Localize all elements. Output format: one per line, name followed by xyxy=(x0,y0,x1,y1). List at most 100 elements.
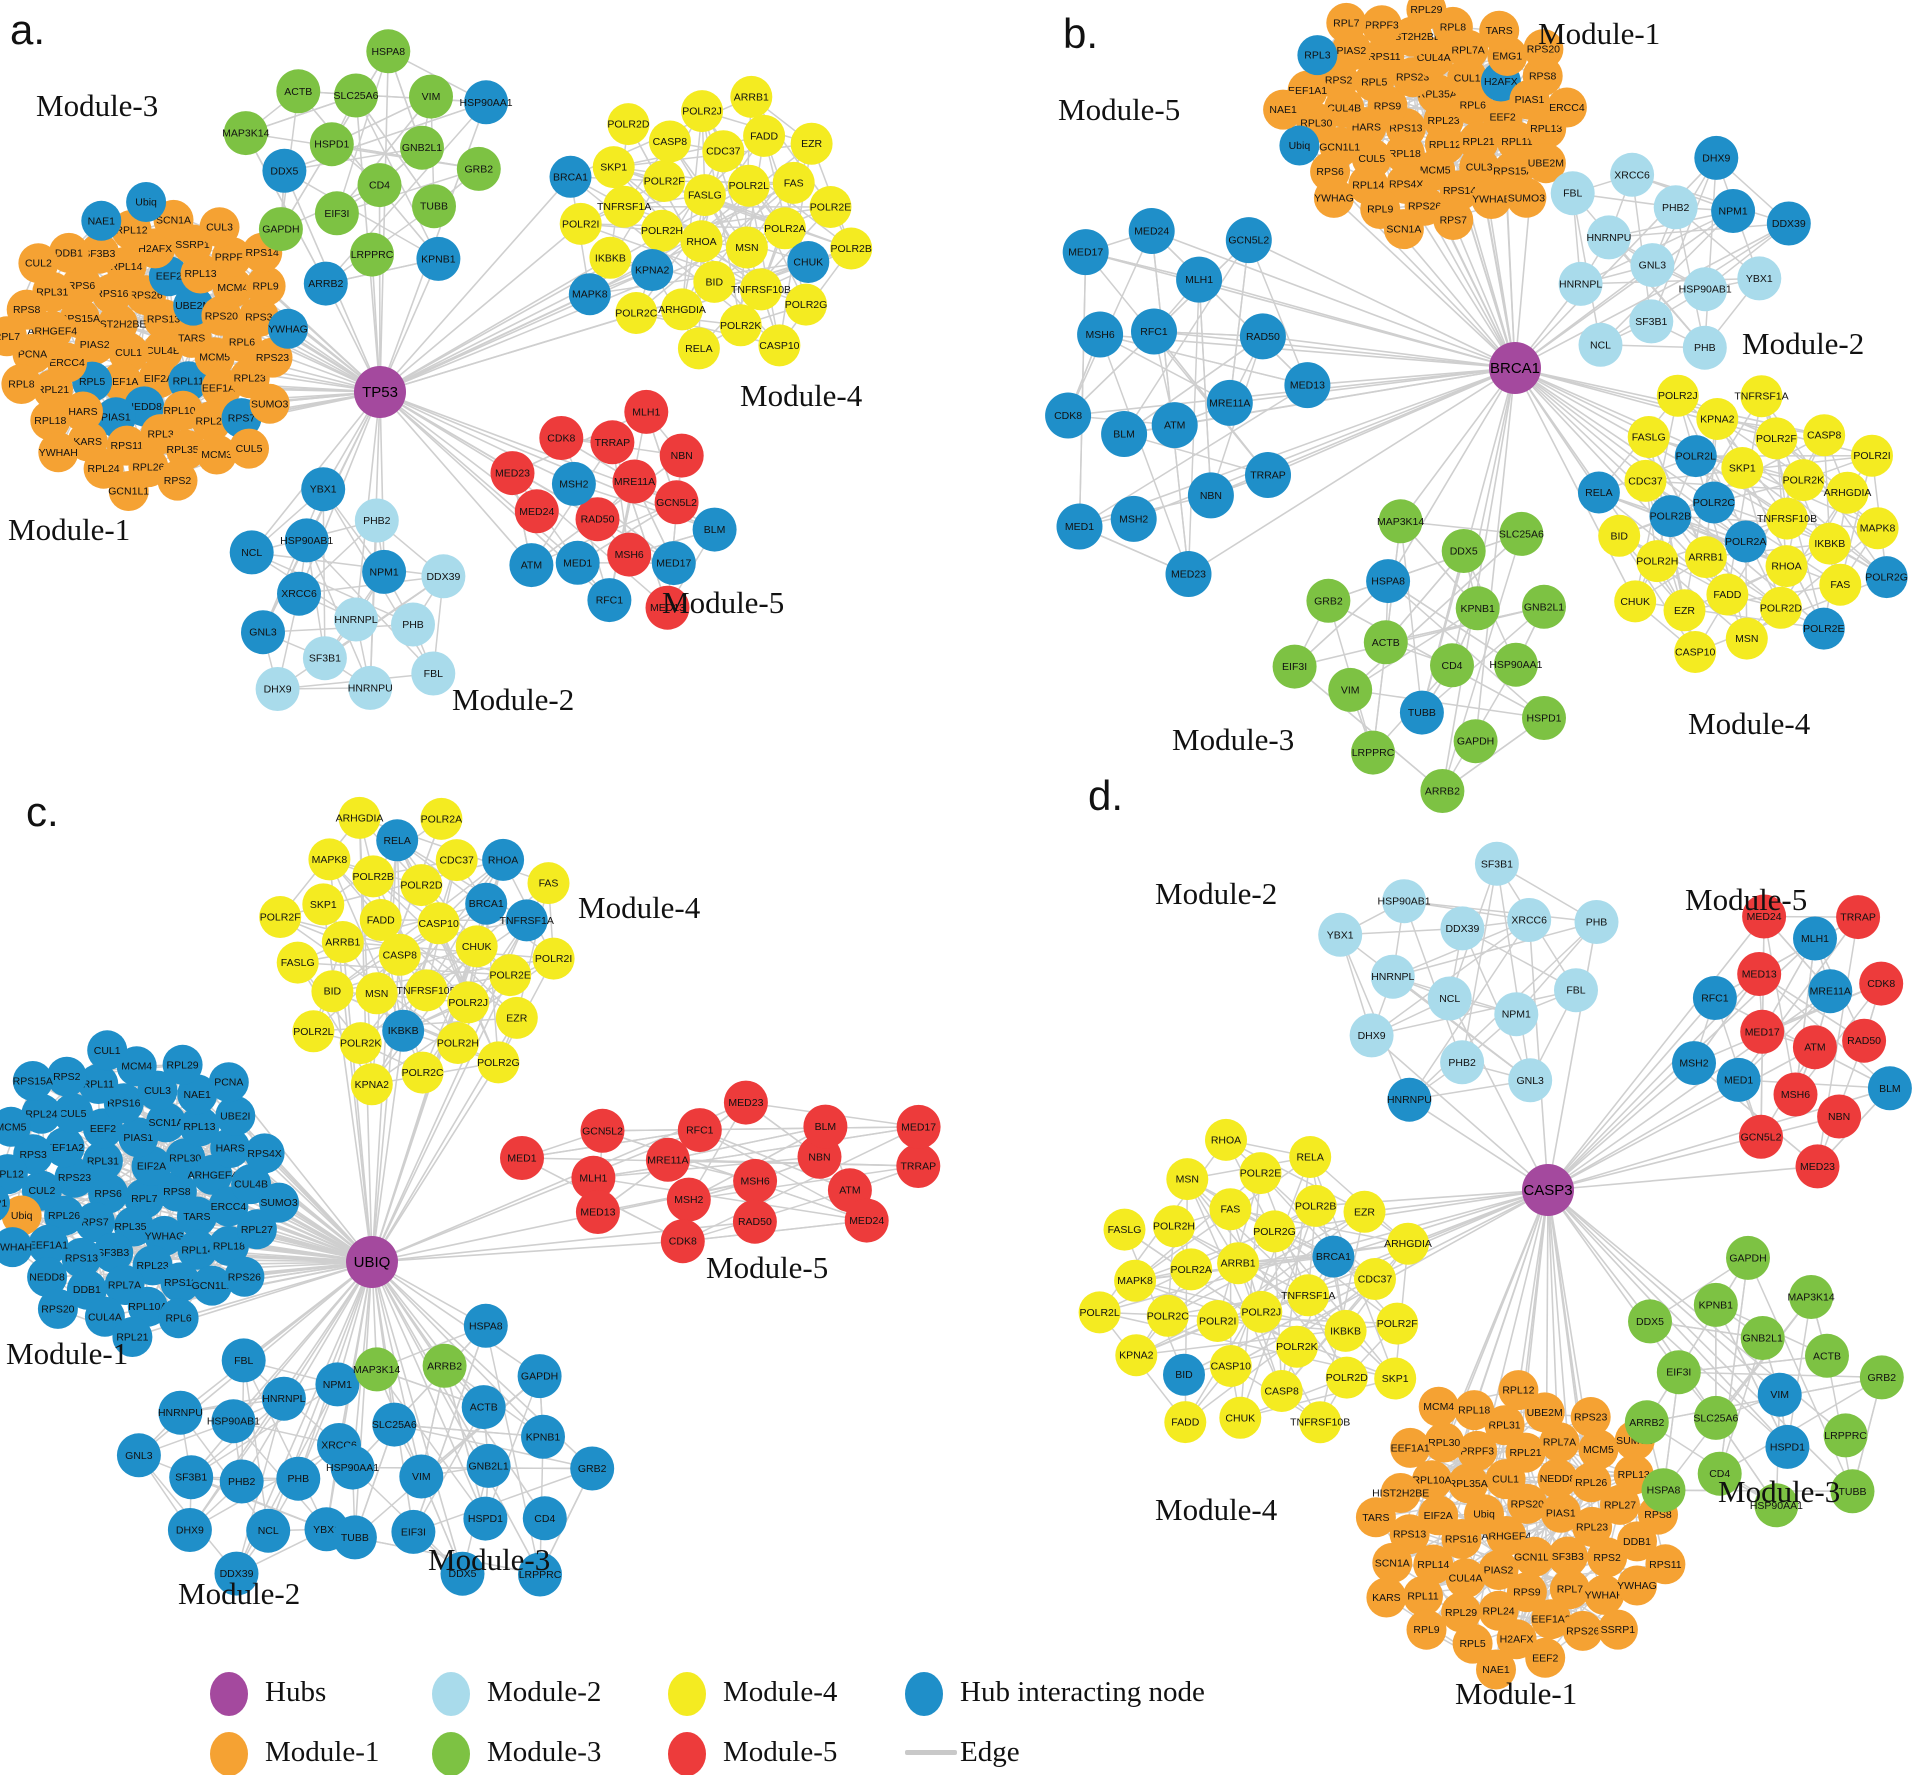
node-label: RPL8 xyxy=(1440,21,1466,33)
node-label: KPNA2 xyxy=(355,1079,390,1091)
node-label: Ubiq xyxy=(1473,1509,1495,1521)
node-label: UBE2M xyxy=(175,300,211,312)
node-label: NBN xyxy=(808,1151,830,1163)
node-label: RPL10A xyxy=(163,405,202,417)
node-label: MED17 xyxy=(1068,247,1103,259)
node-circle xyxy=(590,420,635,465)
network-node-SKP1: SKP1 xyxy=(1374,1357,1417,1400)
network-node-GCN5L2: GCN5L2 xyxy=(580,1108,625,1153)
node-circle xyxy=(1430,643,1474,688)
node-label: TARS xyxy=(1362,1512,1389,1524)
network-node-NCL: NCL xyxy=(1578,322,1623,367)
node-label: RAD50 xyxy=(581,514,615,526)
node-label: POLR2G xyxy=(477,1057,520,1069)
network-node-CD4: CD4 xyxy=(1430,643,1474,688)
node-circle xyxy=(727,164,770,207)
node-label: Ubiq xyxy=(11,1210,33,1222)
node-label: MAPK8 xyxy=(572,289,608,301)
node-label: RPS23 xyxy=(1396,72,1429,84)
node-label: RPL21 xyxy=(1463,136,1495,148)
node-label: RPL12 xyxy=(1429,139,1461,151)
node-label: GNL3 xyxy=(249,627,277,639)
node-circle xyxy=(1306,578,1351,623)
node-label: ARRB1 xyxy=(734,91,769,103)
network-node-BRCA1: BRCA1 xyxy=(465,882,508,925)
node-label: MCM4 xyxy=(217,282,248,294)
network-node-SKP1: SKP1 xyxy=(302,883,345,926)
node-label: TNFRSF1A xyxy=(597,201,651,213)
network-node-SF3B1: SF3B1 xyxy=(169,1455,214,1500)
node-label: TRRAP xyxy=(1250,470,1286,482)
node-circle xyxy=(1522,584,1566,629)
network-node-MAPK8: MAPK8 xyxy=(308,838,351,881)
node-label: YWHAG xyxy=(268,323,308,335)
node-label: HNRNPL xyxy=(262,1393,305,1405)
network-node-RHOA: RHOA xyxy=(680,220,723,263)
node-label: RPS13 xyxy=(1393,1529,1426,1541)
network-node-FADD: FADD xyxy=(1164,1401,1207,1444)
network-node-RPL30: RPL30 xyxy=(1424,1422,1465,1463)
node-circle xyxy=(1851,434,1893,477)
network-node-CASP8: CASP8 xyxy=(378,933,421,976)
node-circle xyxy=(354,498,399,543)
graph-edge xyxy=(336,51,390,214)
node-label: GRB2 xyxy=(578,1463,607,1475)
node-label: POLR2H xyxy=(437,1038,479,1050)
node-label: RPL3 xyxy=(147,429,173,441)
node-label: MCM4 xyxy=(1423,1401,1454,1413)
network-node-KPNB1: KPNB1 xyxy=(1693,1282,1738,1327)
node-label: RPL13 xyxy=(184,268,216,280)
node-label: MRE11A xyxy=(647,1154,688,1166)
network-node-EEF2: EEF2 xyxy=(1525,1637,1566,1678)
network-node-NCL: NCL xyxy=(1427,976,1472,1021)
graph-edge xyxy=(573,483,715,531)
network-node-NPM1: NPM1 xyxy=(362,549,407,594)
graph-edge xyxy=(1267,367,1516,476)
node-label: RPL31 xyxy=(36,286,68,298)
network-node-POLR2H: POLR2H xyxy=(641,209,683,252)
graph-edge xyxy=(1693,1062,1818,1167)
node-label: RPL9 xyxy=(252,281,278,293)
node-label: H2AFX xyxy=(138,243,172,255)
node-circle xyxy=(1453,719,1498,764)
module-label-d-module-4: Module-4 xyxy=(1155,1492,1278,1527)
network-node-RFC1: RFC1 xyxy=(587,578,632,623)
node-circle xyxy=(1558,261,1603,306)
node-label: RELA xyxy=(1296,1152,1323,1164)
network-node-ARRB1: ARRB1 xyxy=(321,921,364,963)
node-label: CUL1 xyxy=(115,347,142,359)
node-circle xyxy=(1706,573,1749,616)
graph-edge xyxy=(1441,367,1516,792)
hub-node-CASP3: CASP3 xyxy=(1522,1164,1574,1216)
node-label: NPM1 xyxy=(1502,1009,1531,1021)
node-label: CASP10 xyxy=(419,918,459,930)
network-node-ARRB2: ARRB2 xyxy=(303,261,348,306)
node-label: EEF2 xyxy=(1532,1652,1558,1664)
node-label: HSPA8 xyxy=(469,1320,503,1332)
node-label: POLR2J xyxy=(1241,1306,1281,1318)
node-label: SKP1 xyxy=(310,899,337,911)
network-node-RPL3: RPL3 xyxy=(1297,35,1338,76)
node-circle xyxy=(1696,398,1739,440)
module-label-a-module-2: Module-2 xyxy=(452,682,575,717)
node-label: RPL21 xyxy=(1509,1447,1541,1459)
node-label: TUBB xyxy=(1838,1486,1866,1498)
node-label: ACTB xyxy=(1813,1350,1841,1362)
node-label: CDK8 xyxy=(669,1236,697,1248)
node-label: MSN xyxy=(1735,633,1758,645)
node-circle xyxy=(489,954,532,997)
graph-edge xyxy=(322,904,373,1263)
graph-edge xyxy=(1775,437,1879,529)
graph-edge xyxy=(1408,919,1530,1101)
network-node-POLR2I: POLR2I xyxy=(532,937,575,980)
node-label: SKP1 xyxy=(600,162,627,174)
network-node-RAD50: RAD50 xyxy=(1239,313,1286,360)
node-label: SF3B1 xyxy=(309,653,341,665)
node-label: RPS14 xyxy=(246,247,279,259)
node-label: DDX39 xyxy=(1772,218,1806,230)
network-node-ARHGDIA: ARHGDIA xyxy=(336,796,383,839)
network-node-TNFRSF1A: TNFRSF1A xyxy=(597,185,651,228)
network-node-BID: BID xyxy=(311,970,354,1013)
graph-edge xyxy=(1099,333,1231,404)
network-node-NEDD8: NEDD8 xyxy=(1537,1458,1578,1499)
